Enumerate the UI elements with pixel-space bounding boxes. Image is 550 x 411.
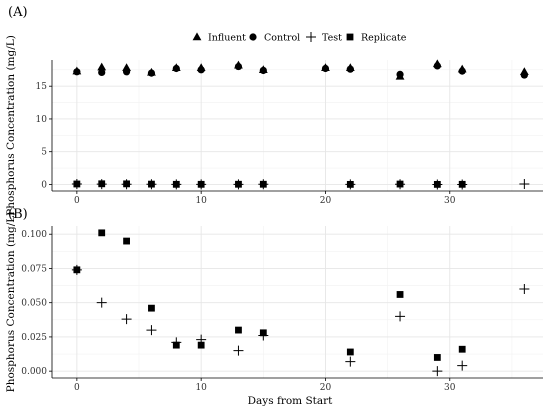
panel-b-point-replicate xyxy=(172,341,180,349)
panel-b-x-tick-label: 20 xyxy=(320,383,332,393)
panel-b-point-test xyxy=(345,356,356,367)
panel-a-point-replicate xyxy=(396,180,404,188)
panel-a-point-replicate xyxy=(433,180,441,188)
panel-b-point-test xyxy=(121,314,132,325)
panel-b-chart: (B) 0 10 20 30 0.000 0.025 0.050 0.075 0.100 Phos… xyxy=(5,207,543,393)
legend-label-test: Test xyxy=(322,33,342,44)
panel-b-x-tick-label: 30 xyxy=(444,383,456,393)
panel-a-point-control xyxy=(73,68,81,76)
panel-a-point-influent xyxy=(97,62,107,71)
panel-a-y-tick-label: 15 xyxy=(36,82,48,92)
panel-b-point-test xyxy=(233,345,244,356)
panel-a-point-control xyxy=(172,64,180,73)
panel-b-y-tick-label: 0.100 xyxy=(21,230,47,240)
panel-b-point-test xyxy=(96,297,107,308)
panel-b-point-replicate xyxy=(396,291,404,298)
panel-a-point-control xyxy=(433,62,441,70)
panel-b-plot-area: 0 10 20 30 0.000 0.025 0.050 0.075 0.100 Phosphor… xyxy=(5,212,543,393)
panel-a-x-tick-label: 10 xyxy=(195,196,207,206)
panel-b-point-replicate xyxy=(235,326,242,334)
panel-a-y-tick-label: 0 xyxy=(41,180,47,190)
panel-b-point-test xyxy=(395,311,406,322)
legend-label-influent: Influent xyxy=(208,33,246,44)
panel-b-point-replicate xyxy=(123,237,130,245)
panel-a-x-tick-label: 30 xyxy=(444,196,456,206)
panel-a-point-control xyxy=(147,69,156,77)
panel-b-y-tick-label: 0.075 xyxy=(21,264,47,274)
panel-b-x-tick-label: 0 xyxy=(74,383,80,393)
panel-a-point-control xyxy=(259,66,267,75)
panel-b-point-replicate xyxy=(197,341,205,349)
legend: Influent Control Test Replicate xyxy=(192,32,407,44)
panel-a-point-control xyxy=(458,67,466,75)
panel-a-x-tick-label: 20 xyxy=(320,196,332,206)
panel-a-point-replicate xyxy=(259,180,267,188)
panel-a-point-test xyxy=(519,179,530,190)
panel-a-point-control xyxy=(98,68,106,77)
panel-a-point-replicate xyxy=(73,180,81,188)
panel-a-point-replicate xyxy=(197,180,205,188)
panel-b-point-replicate xyxy=(148,304,155,312)
panel-b-point-replicate xyxy=(259,329,267,337)
legend-marker-test xyxy=(306,32,316,42)
panel-b-x-tick-label: 10 xyxy=(195,383,207,393)
panel-a-point-replicate xyxy=(172,180,180,188)
panel-a-y-tick-label: 10 xyxy=(36,115,48,125)
panel-b-point-replicate xyxy=(98,229,106,237)
panel-b-point-test xyxy=(146,325,157,336)
panel-a-point-control xyxy=(321,64,330,73)
panel-a-point-replicate xyxy=(458,180,466,188)
x-axis-title: Days from Start xyxy=(248,395,334,407)
panel-a-point-replicate xyxy=(148,180,155,188)
panel-a-plot-area: 0 10 20 30 0 5 10 15 Phosphorus Concentration (m… xyxy=(5,35,543,216)
panel-a-label: (A) xyxy=(8,5,28,20)
panel-a-point-replicate xyxy=(346,180,354,188)
panel-a-y-axis-title: Phosphorus Concentration (mg/L) xyxy=(5,35,17,216)
panel-a-point-control xyxy=(346,65,354,73)
panel-b-y-tick-label: 0.025 xyxy=(21,333,47,343)
legend-label-replicate: Replicate xyxy=(361,33,407,44)
panel-b-y-axis-title: Phosphorus Concentration (mg/L) xyxy=(5,212,17,393)
panel-b-point-test xyxy=(457,360,468,371)
legend-marker-replicate xyxy=(346,33,354,41)
legend-marker-influent xyxy=(192,32,202,41)
panel-b-point-test xyxy=(432,366,443,377)
panel-a-point-replicate xyxy=(235,180,242,188)
panel-a-point-replicate xyxy=(123,180,130,188)
panel-a-point-control xyxy=(197,66,205,74)
panel-a-point-replicate xyxy=(98,180,106,188)
panel-b-point-replicate xyxy=(458,345,466,353)
panel-b-y-tick-label: 0.050 xyxy=(21,299,47,309)
panel-a-point-control xyxy=(520,71,528,79)
panel-b-point-replicate xyxy=(346,348,354,356)
panel-b-y-tick-label: 0.000 xyxy=(21,367,47,377)
legend-marker-control xyxy=(249,33,257,41)
panel-a-point-control xyxy=(234,62,243,71)
legend-label-control: Control xyxy=(264,33,300,44)
panel-a-chart: (A) Influent Control Test Replicate 0 10 20 30… xyxy=(5,5,543,216)
panel-a-x-tick-label: 0 xyxy=(74,196,80,206)
panel-b-point-replicate xyxy=(73,266,81,274)
panel-b-point-replicate xyxy=(433,354,441,361)
panel-b-point-test xyxy=(519,283,530,294)
panel-a-point-control xyxy=(122,68,131,76)
panel-b-label: (B) xyxy=(8,207,28,222)
panel-a-y-tick-label: 5 xyxy=(41,148,47,158)
panel-a-point-control xyxy=(396,70,404,79)
